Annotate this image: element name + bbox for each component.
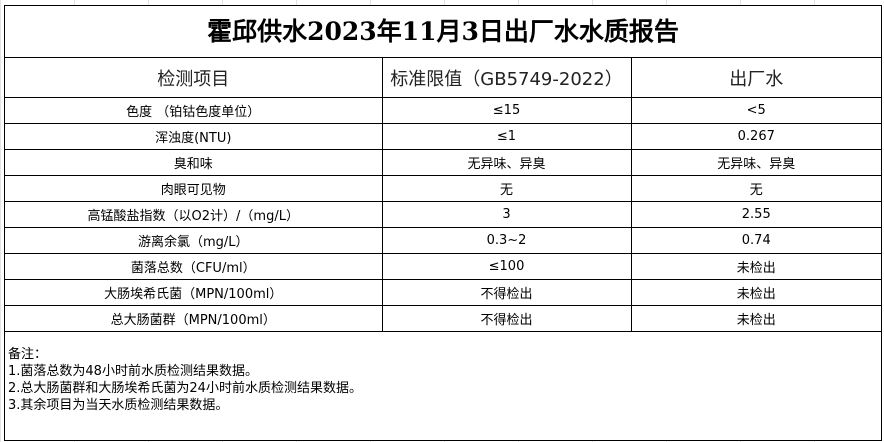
cell-standard: 不得检出 <box>381 305 632 332</box>
header-row: 检测项目 标准限值（GB5749-2022） 出厂水 <box>5 58 881 98</box>
table-row: 游离余氯（mg/L） 0.3~2 0.74 <box>5 227 881 254</box>
cell-outlet-value: 无 <box>630 175 881 202</box>
cell-outlet-value: <5 <box>630 97 881 124</box>
notes: 备注： 1.菌落总数为48小时前水质检测结果数据。 2.总大肠菌群和大肠埃希氏菌… <box>5 332 881 414</box>
table-row: 浑浊度(NTU) ≤1 0.267 <box>5 123 881 150</box>
cell-standard: 无异味、异臭 <box>381 149 632 176</box>
header-standard: 标准限值（GB5749-2022） <box>381 58 632 98</box>
table-row: 大肠埃希氏菌（MPN/100ml） 不得检出 未检出 <box>5 279 881 306</box>
cell-outlet-value: 未检出 <box>630 279 881 306</box>
table-row: 肉眼可见物无无 <box>5 175 881 202</box>
cell-standard: 不得检出 <box>381 279 632 306</box>
table-row: 总大肠菌群（MPN/100ml） 不得检出 未检出 <box>5 305 881 332</box>
header-outlet-water: 出厂水 <box>630 58 881 98</box>
cell-outlet-value: 2.55 <box>630 201 881 228</box>
cell-item: 游离余氯（mg/L） <box>5 227 383 254</box>
cell-item: 浑浊度(NTU) <box>5 123 383 150</box>
notes-label: 备注： <box>8 347 48 362</box>
table-row: 色度 （铂钴色度单位） ≤15 <5 <box>5 97 881 124</box>
cell-standard: 0.3~2 <box>381 227 632 254</box>
cell-outlet-value: 无异味、异臭 <box>630 149 881 176</box>
table-row: 臭和味 无异味、异臭 无异味、异臭 <box>5 149 881 176</box>
table-row: 高锰酸盐指数（以O2计）/（mg/L） 3 2.55 <box>5 201 881 228</box>
table-row: 菌落总数（CFU/ml） ≤100 未检出 <box>5 253 881 280</box>
cell-item: 总大肠菌群（MPN/100ml） <box>5 305 383 332</box>
quality-table: 检测项目 标准限值（GB5749-2022） 出厂水 色度 （铂钴色度单位） ≤1… <box>5 58 881 332</box>
cell-item: 大肠埃希氏菌（MPN/100ml） <box>5 279 383 306</box>
cell-standard: 无 <box>381 175 632 202</box>
cell-item: 肉眼可见物 <box>5 175 383 202</box>
cell-item: 臭和味 <box>5 149 383 176</box>
cell-outlet-value: 未检出 <box>630 305 881 332</box>
cell-standard: 3 <box>381 201 632 228</box>
cell-item: 色度 （铂钴色度单位） <box>5 97 383 124</box>
cell-item: 菌落总数（CFU/ml） <box>5 253 383 280</box>
cell-standard: ≤100 <box>381 253 632 280</box>
note-item: 3.其余项目为当天水质检测结果数据。 <box>8 398 229 413</box>
cell-outlet-value: 0.74 <box>630 227 881 254</box>
cell-standard: ≤15 <box>381 97 632 124</box>
note-item: 1.菌落总数为48小时前水质检测结果数据。 <box>8 364 258 379</box>
cell-standard: ≤1 <box>381 123 632 150</box>
report-title: 霍邱供水2023年11月3日出厂水水质报告 <box>5 6 881 58</box>
cell-item: 高锰酸盐指数（以O2计）/（mg/L） <box>5 201 383 228</box>
cell-outlet-value: 未检出 <box>630 253 881 280</box>
cell-outlet-value: 0.267 <box>630 123 881 150</box>
header-item: 检测项目 <box>5 58 383 98</box>
report-sheet: 霍邱供水2023年11月3日出厂水水质报告 检测项目 标准限值（GB5749-2… <box>4 5 882 441</box>
note-item: 2.总大肠菌群和大肠埃希氏菌为24小时前水质检测结果数据。 <box>8 381 362 396</box>
